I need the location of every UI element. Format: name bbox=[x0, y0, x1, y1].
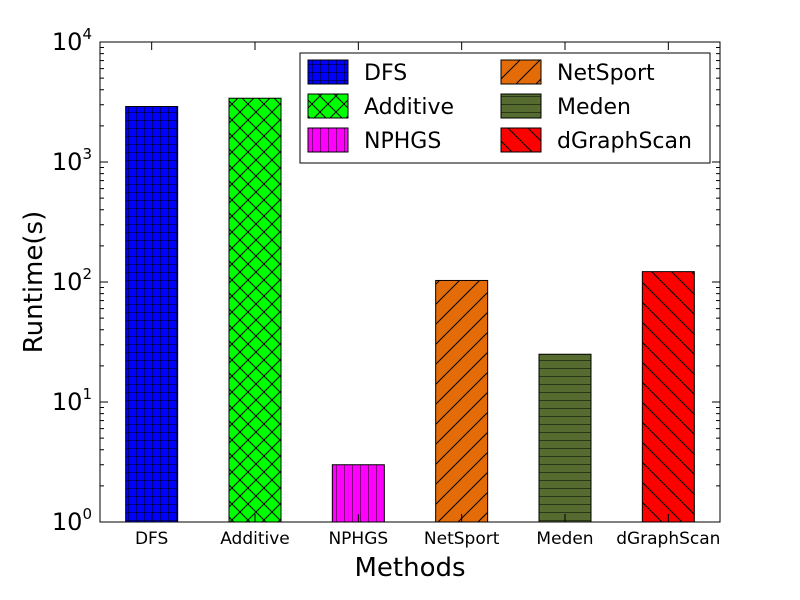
x-tick-label: dGraphScan bbox=[616, 529, 720, 549]
legend-item-NetSport: NetSport bbox=[500, 59, 655, 86]
legend-item-NPHGS: NPHGS bbox=[307, 127, 441, 154]
x-axis-label: Methods bbox=[354, 553, 465, 583]
y-tick-label: 102 bbox=[52, 265, 92, 296]
legend-swatch-hatch bbox=[500, 127, 542, 153]
legend-swatch-hatch bbox=[307, 59, 349, 85]
x-axis-ticks: DFS Additive NPHGS NetSport Meden dGraphScan bbox=[135, 42, 720, 549]
bar-dGraphScan bbox=[641, 271, 695, 523]
legend-label: NetSport bbox=[557, 61, 655, 86]
legend-swatch-hatch bbox=[307, 127, 349, 153]
x-tick-label: DFS bbox=[135, 529, 168, 549]
y-axis-label: Runtime(s) bbox=[19, 211, 49, 353]
bar-hatch bbox=[125, 106, 179, 523]
legend-swatch-hatch bbox=[307, 93, 349, 119]
legend-item-Meden: Meden bbox=[500, 93, 631, 120]
legend-item-Additive: Additive bbox=[307, 93, 454, 120]
x-tick-label: NPHGS bbox=[328, 529, 388, 549]
bar-Additive bbox=[228, 97, 282, 523]
legend-item-dGraphScan: dGraphScan bbox=[500, 127, 692, 154]
bar-NetSport bbox=[435, 279, 489, 523]
bar-DFS bbox=[125, 106, 179, 523]
legend-label: Additive bbox=[364, 95, 454, 120]
legend-label: Meden bbox=[557, 95, 631, 120]
legend-swatch-hatch bbox=[500, 59, 542, 85]
bar-hatch bbox=[435, 279, 489, 523]
legend-label: DFS bbox=[364, 61, 407, 86]
x-tick-label: NetSport bbox=[424, 529, 500, 549]
bar-NPHGS bbox=[331, 464, 385, 523]
legend-label: dGraphScan bbox=[557, 129, 692, 154]
bar-hatch bbox=[331, 464, 385, 523]
bars-group bbox=[125, 97, 695, 523]
legend-item-DFS: DFS bbox=[307, 59, 407, 86]
bar-hatch bbox=[228, 97, 282, 523]
x-tick-label: Additive bbox=[220, 529, 290, 549]
y-axis-ticks: 100 101 102 103 104 bbox=[52, 25, 720, 536]
legend-swatch-hatch bbox=[500, 93, 542, 119]
x-tick-label: Meden bbox=[536, 529, 593, 549]
y-tick-label: 101 bbox=[52, 385, 92, 416]
y-tick-label: 103 bbox=[52, 145, 92, 176]
y-tick-label: 104 bbox=[52, 25, 92, 56]
y-tick-label: 100 bbox=[52, 505, 92, 536]
legend: DFS Additive NPHGS NetSport Meden dGraphScan bbox=[299, 52, 711, 164]
bar-hatch bbox=[538, 353, 592, 523]
legend-label: NPHGS bbox=[364, 129, 441, 154]
bar-Meden bbox=[538, 353, 592, 523]
bar-hatch bbox=[641, 271, 695, 523]
